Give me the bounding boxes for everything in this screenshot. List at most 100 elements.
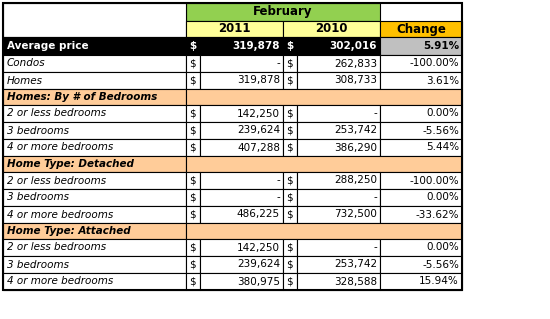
Text: -100.00%: -100.00% xyxy=(409,58,459,69)
Bar xyxy=(3,55,186,72)
Text: 5.91%: 5.91% xyxy=(423,41,459,51)
Text: 3.61%: 3.61% xyxy=(426,76,459,85)
Bar xyxy=(200,239,283,256)
Text: -: - xyxy=(373,242,377,253)
Text: February: February xyxy=(253,5,313,19)
Text: $: $ xyxy=(189,192,196,203)
Bar xyxy=(3,72,186,89)
Bar xyxy=(186,3,380,21)
Text: 3 bedrooms: 3 bedrooms xyxy=(7,192,69,203)
Text: Average price: Average price xyxy=(7,41,89,51)
Bar xyxy=(297,139,380,156)
Text: 486,225: 486,225 xyxy=(237,210,280,219)
Bar xyxy=(186,21,283,37)
Bar xyxy=(3,37,186,55)
Bar xyxy=(3,206,186,223)
Bar xyxy=(186,156,462,172)
Text: 0.00%: 0.00% xyxy=(426,108,459,118)
Bar xyxy=(200,139,283,156)
Bar xyxy=(200,37,283,55)
Bar xyxy=(186,256,200,273)
Bar xyxy=(3,122,186,139)
Text: 15.94%: 15.94% xyxy=(419,277,459,286)
Bar xyxy=(200,172,283,189)
Bar xyxy=(186,139,200,156)
Bar xyxy=(3,3,186,37)
Text: 380,975: 380,975 xyxy=(237,277,280,286)
Bar xyxy=(297,105,380,122)
Text: 732,500: 732,500 xyxy=(334,210,377,219)
Text: -: - xyxy=(373,108,377,118)
Text: $: $ xyxy=(286,76,293,85)
Bar xyxy=(3,239,186,256)
Bar xyxy=(297,72,380,89)
Bar xyxy=(380,55,462,72)
Bar xyxy=(200,189,283,206)
Bar xyxy=(297,239,380,256)
Text: 319,878: 319,878 xyxy=(237,76,280,85)
Bar xyxy=(186,206,200,223)
Text: $: $ xyxy=(189,143,196,152)
Bar xyxy=(3,273,186,290)
Text: 386,290: 386,290 xyxy=(334,143,377,152)
Text: Condos: Condos xyxy=(7,58,46,69)
Bar xyxy=(186,72,200,89)
Text: 328,588: 328,588 xyxy=(334,277,377,286)
Bar xyxy=(3,89,186,105)
Bar xyxy=(3,172,186,189)
Bar xyxy=(3,105,186,122)
Bar xyxy=(380,72,462,89)
Bar xyxy=(186,37,200,55)
Text: $: $ xyxy=(286,277,293,286)
Text: 288,250: 288,250 xyxy=(334,175,377,186)
Text: -: - xyxy=(276,58,280,69)
Text: $: $ xyxy=(189,242,196,253)
Bar xyxy=(297,206,380,223)
Bar xyxy=(283,122,297,139)
Bar xyxy=(297,172,380,189)
Bar xyxy=(283,37,297,55)
Bar xyxy=(3,3,462,290)
Bar xyxy=(297,189,380,206)
Text: -5.56%: -5.56% xyxy=(422,125,459,136)
Text: $: $ xyxy=(189,58,196,69)
Text: $: $ xyxy=(189,259,196,270)
Bar xyxy=(283,105,297,122)
Text: 4 or more bedrooms: 4 or more bedrooms xyxy=(7,277,113,286)
Bar xyxy=(186,105,200,122)
Bar xyxy=(186,239,200,256)
Bar xyxy=(283,21,380,37)
Text: $: $ xyxy=(189,76,196,85)
Text: -: - xyxy=(276,175,280,186)
Bar xyxy=(297,37,380,55)
Bar xyxy=(380,21,462,37)
Text: -100.00%: -100.00% xyxy=(409,175,459,186)
Text: -5.56%: -5.56% xyxy=(422,259,459,270)
Bar xyxy=(380,105,462,122)
Text: 407,288: 407,288 xyxy=(237,143,280,152)
Bar xyxy=(283,256,297,273)
Text: 0.00%: 0.00% xyxy=(426,242,459,253)
Bar xyxy=(380,37,462,55)
Bar xyxy=(200,256,283,273)
Bar xyxy=(200,105,283,122)
Text: $: $ xyxy=(189,277,196,286)
Text: -: - xyxy=(276,192,280,203)
Text: -: - xyxy=(373,192,377,203)
Text: 4 or more bedrooms: 4 or more bedrooms xyxy=(7,210,113,219)
Text: $: $ xyxy=(286,242,293,253)
Text: 2 or less bedrooms: 2 or less bedrooms xyxy=(7,108,106,118)
Text: Change: Change xyxy=(396,23,446,35)
Text: 5.44%: 5.44% xyxy=(426,143,459,152)
Text: $: $ xyxy=(286,259,293,270)
Text: $: $ xyxy=(189,175,196,186)
Bar xyxy=(297,273,380,290)
Bar xyxy=(200,122,283,139)
Bar xyxy=(297,55,380,72)
Bar xyxy=(200,273,283,290)
Bar xyxy=(283,206,297,223)
Text: 0.00%: 0.00% xyxy=(426,192,459,203)
Text: 308,733: 308,733 xyxy=(334,76,377,85)
Bar xyxy=(200,55,283,72)
Text: -33.62%: -33.62% xyxy=(415,210,459,219)
